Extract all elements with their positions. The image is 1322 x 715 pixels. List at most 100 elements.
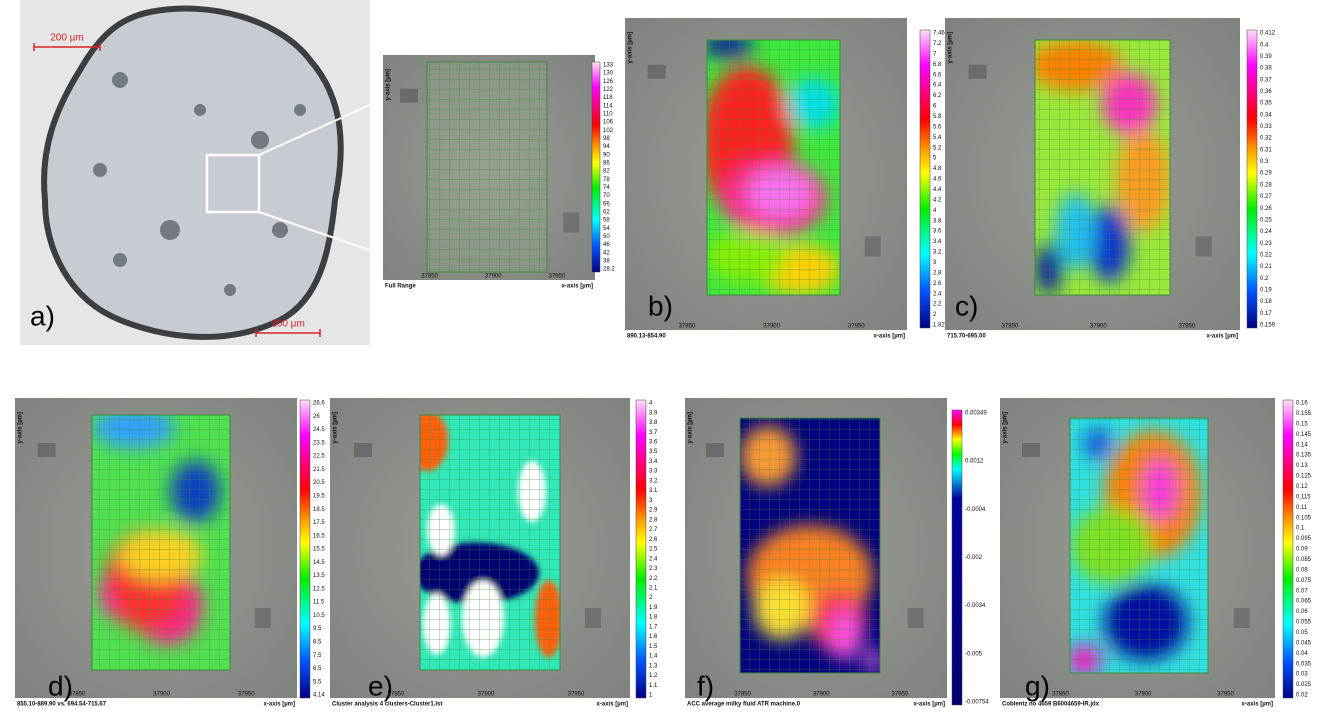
- panel-label: c): [955, 290, 978, 321]
- map-grid: [740, 418, 880, 673]
- colorbar-label: 0.02: [1296, 693, 1308, 699]
- colorbar-label: 0.4: [1260, 42, 1269, 48]
- colorbar-label: 0.32: [1260, 136, 1272, 142]
- colorbar-label: 6.4: [933, 83, 942, 89]
- colorbar-label: 21.5: [313, 467, 325, 473]
- colorbar-label: 20.5: [313, 480, 325, 486]
- colorbar-label: 4.6: [933, 177, 942, 183]
- colorbar-label: 0.22: [1260, 252, 1272, 258]
- micrograph-spot: [1234, 608, 1250, 628]
- colorbar-label: 3.1: [649, 488, 658, 494]
- colorbar-label: 4.4: [933, 187, 942, 193]
- colorbar-label: 3.5: [649, 449, 658, 455]
- micrograph-spot: [865, 236, 881, 256]
- colorbar-label: 130: [603, 71, 614, 77]
- panel-label: f): [697, 670, 714, 701]
- x-tick-label: 37950: [1217, 692, 1234, 698]
- map-grid: [1070, 418, 1208, 673]
- colorbar-label: 9.5: [313, 626, 322, 632]
- x-axis-label: x-axis [µm]: [264, 702, 295, 708]
- colorbar-label: 0.125: [1296, 474, 1312, 480]
- colorbar-label: 94: [603, 144, 610, 150]
- colorbar-label: 122: [603, 87, 614, 93]
- y-axis-label: y-axis [µm]: [688, 412, 694, 443]
- x-axis-label: x-axis [µm]: [597, 702, 628, 708]
- colorbar-label: 5.8: [933, 114, 942, 120]
- colorbar-label: 0.24: [1260, 229, 1272, 235]
- colorbar-label: 2.9: [649, 508, 658, 514]
- colorbar-label: 3.6: [933, 229, 942, 235]
- colorbar-label: 4: [649, 401, 653, 407]
- map-grid: [427, 62, 547, 272]
- colorbar-label: 19.5: [313, 493, 325, 499]
- colorbar-label: 0.045: [1296, 640, 1312, 646]
- colorbar-label: 98: [603, 136, 610, 142]
- colorbar: [1283, 400, 1293, 698]
- colorbar-label: 0.36: [1260, 89, 1272, 95]
- colorbar-label: 3.6: [649, 440, 658, 446]
- colorbar-label: 38: [603, 258, 610, 264]
- x-axis-label: x-axis [µm]: [874, 334, 905, 340]
- colorbar-label: 6.6: [933, 72, 942, 78]
- colorbar-label: 2.1: [649, 586, 658, 592]
- colorbar-label: 0.08: [1296, 567, 1308, 573]
- colorbar-label: 11.5: [313, 600, 325, 606]
- panel-label: e): [368, 670, 393, 701]
- colorbar: [952, 410, 962, 705]
- colorbar-label: 90: [603, 152, 610, 158]
- panel-label: b): [648, 290, 673, 321]
- colorbar: [920, 30, 930, 328]
- colorbar-label: 54: [603, 226, 610, 232]
- colorbar-label: 7.46: [933, 31, 945, 37]
- panel-label: g): [1025, 670, 1050, 701]
- colorbar-label: 10.5: [313, 613, 325, 619]
- colorbar-label: 7.5: [313, 653, 322, 659]
- x-tick-label: 37950: [568, 692, 585, 698]
- colorbar-label: 3.8: [933, 218, 942, 224]
- micrograph-spot: [1022, 443, 1040, 457]
- colorbar-label: 1.5: [649, 644, 658, 650]
- x-tick-label: 37900: [1135, 692, 1152, 698]
- micrograph-spot: [585, 608, 601, 628]
- colorbar-label: 0.25: [1260, 217, 1272, 223]
- map-footer: Coblentz no 4659 B6004659-IR.jdx: [1002, 702, 1100, 708]
- colorbar-label: 0.37: [1260, 77, 1272, 83]
- y-axis-label: y-axis [µm]: [628, 32, 634, 63]
- micrograph-spot: [969, 65, 987, 79]
- particle: [44, 9, 341, 337]
- colorbar-label: 1.1: [649, 683, 658, 689]
- figure: 200 µm 200 µm a) 13313012612211811411010…: [0, 0, 1322, 715]
- colorbar-label: 0.115: [1296, 494, 1311, 500]
- colorbar-label: 0.04: [1296, 651, 1308, 657]
- colorbar-label: 2.5: [649, 547, 658, 553]
- y-axis-label: y-axis [µm]: [18, 412, 24, 443]
- x-tick-label: 37900: [1090, 324, 1107, 330]
- colorbar-label: 7.2: [933, 41, 942, 47]
- colorbar-label: 1.2: [649, 673, 658, 679]
- colorbar-label: 82: [603, 169, 610, 175]
- colorbar-label: 0.159: [1260, 323, 1276, 329]
- colorbar-label: 2.2: [649, 576, 658, 582]
- colorbar-label: 1.3: [649, 663, 658, 669]
- colorbar-label: -0.0004: [965, 507, 986, 513]
- x-tick-label: 37950: [848, 324, 865, 330]
- colorbar-label: 15.5: [313, 547, 325, 553]
- colorbar: [300, 400, 310, 698]
- y-axis-label: y-axis [µm]: [386, 69, 392, 100]
- colorbar-label: 114: [603, 103, 613, 109]
- colorbar-label: 0.38: [1260, 66, 1272, 72]
- colorbar-label: 23.5: [313, 440, 325, 446]
- colorbar-label: 0.33: [1260, 124, 1272, 130]
- colorbar-label: 0.055: [1296, 620, 1312, 626]
- colorbar-label: 0.065: [1296, 599, 1312, 605]
- colorbar-label: 0.13: [1296, 463, 1308, 469]
- colorbar-label: 66: [603, 201, 610, 207]
- colorbar-label: 6: [933, 104, 937, 110]
- colorbar-label: 2.7: [649, 527, 658, 533]
- colorbar-label: 58: [603, 218, 610, 224]
- colorbar-label: 2.6: [933, 281, 942, 287]
- colorbar-label: 0.16: [1296, 401, 1308, 407]
- colorbar-label: 5.6: [933, 124, 942, 130]
- colorbar-label: 8.5: [313, 639, 322, 645]
- colorbar-label: 3.8: [649, 420, 658, 426]
